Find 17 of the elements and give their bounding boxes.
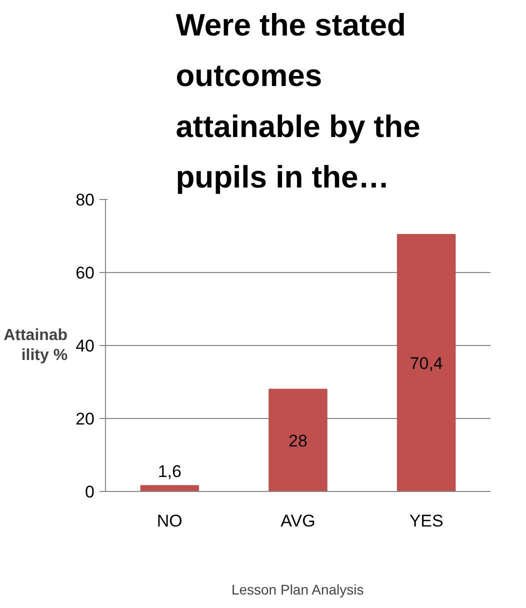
bar [268,388,328,492]
y-axis-title: Attainability % [4,326,68,364]
bar [140,485,200,492]
data-label: 1,6 [158,462,182,482]
y-tick-label: 40 [76,336,95,356]
data-label: 70,4 [410,354,443,374]
y-tick-label: 20 [76,410,95,428]
x-tick-label: NO [156,512,182,530]
data-label: 28 [288,431,308,450]
x-tick-label: YES [409,512,444,530]
chart-title: Were the stated outcomes attainable by the pupils in the… [176,7,420,194]
x-axis-title: Lesson Plan Analysis [231,582,364,598]
bar [396,234,456,492]
y-tick-label: 0 [85,482,95,502]
x-tick-label: AVG [280,512,316,530]
y-tick-label: 80 [76,190,95,210]
y-tick-label: 60 [76,264,95,282]
